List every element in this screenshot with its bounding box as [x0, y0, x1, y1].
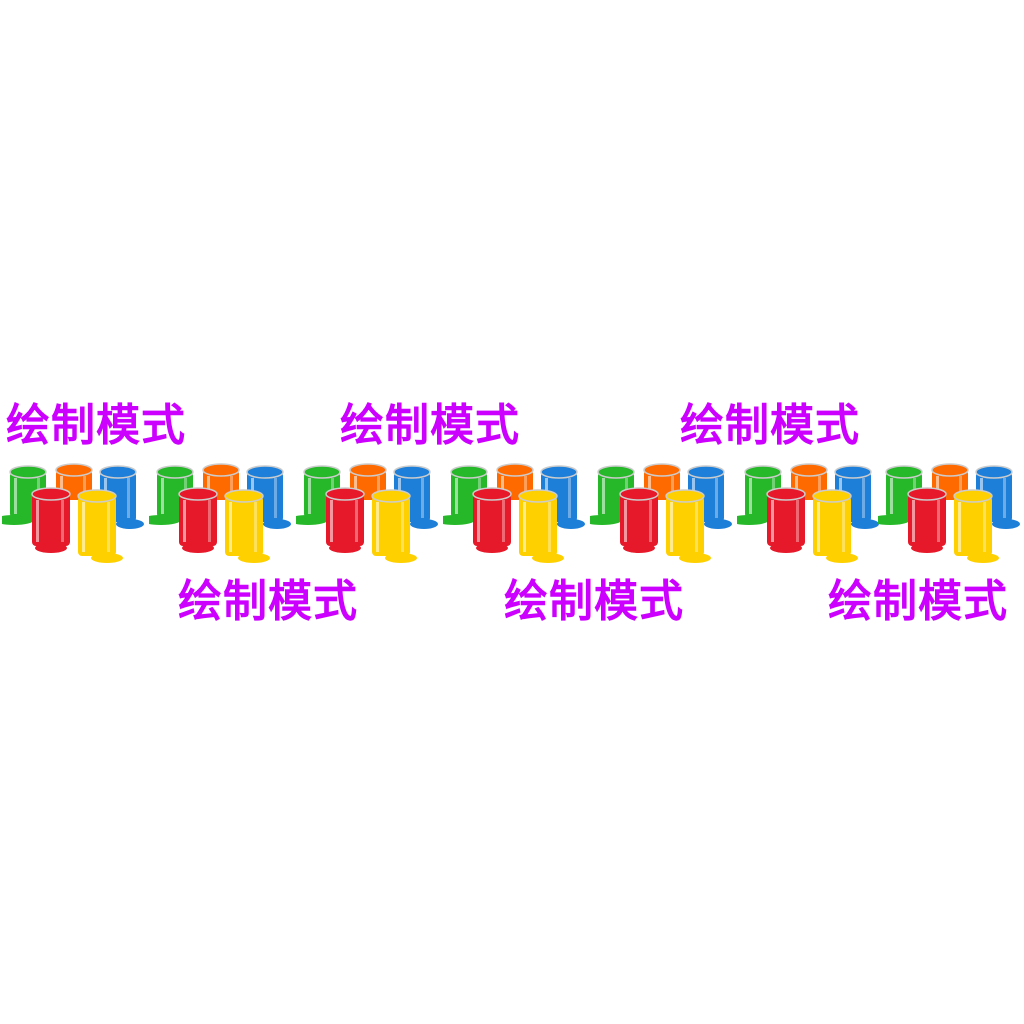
mode-label: 绘制模式 — [504, 576, 684, 627]
paint-cans-icon — [737, 460, 883, 570]
paint-cans-icon — [878, 460, 1024, 570]
mode-label: 绘制模式 — [178, 576, 358, 627]
paint-cans-icon — [443, 460, 589, 570]
paint-cans-icon — [296, 460, 442, 570]
paint-cans-icon — [2, 460, 148, 570]
mode-label: 绘制模式 — [340, 400, 520, 451]
paint-cans-strip — [0, 460, 1024, 570]
mode-label: 绘制模式 — [828, 576, 1008, 627]
paint-cans-icon — [590, 460, 736, 570]
paint-cans-icon — [149, 460, 295, 570]
mode-label: 绘制模式 — [680, 400, 860, 451]
mode-label: 绘制模式 — [6, 400, 186, 451]
